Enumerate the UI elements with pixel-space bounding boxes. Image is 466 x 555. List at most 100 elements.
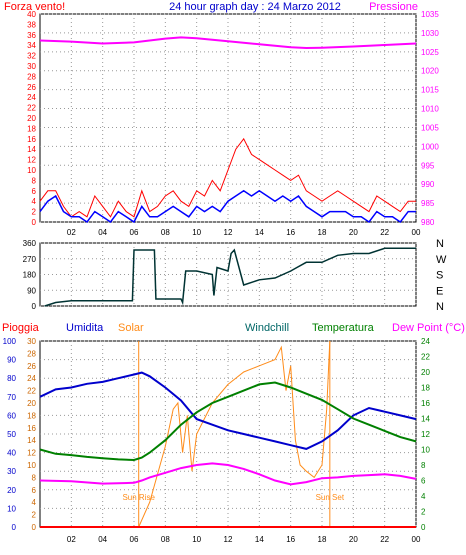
x-tick-label: 04 xyxy=(98,228,107,237)
x-tick-label: 10 xyxy=(192,535,201,544)
right-temp-tick-label: 4 xyxy=(421,492,426,501)
compass-label: N xyxy=(436,301,444,313)
temp-tick-label: 2 xyxy=(32,511,37,520)
right-temp-tick-label: 10 xyxy=(421,446,430,455)
x-tick-label: 12 xyxy=(224,535,233,544)
compass-label: S xyxy=(436,270,443,282)
temp-tick-label: 30 xyxy=(27,337,36,346)
wind-direction-line xyxy=(44,247,416,307)
right-temp-tick-label: 14 xyxy=(421,415,430,424)
right-temp-tick-label: 16 xyxy=(421,399,430,408)
wind-tick-label: 0 xyxy=(32,218,37,227)
wind-grid xyxy=(40,13,417,223)
legend-dewpoint: Dew Point (°C) xyxy=(392,322,465,334)
solar-line xyxy=(138,340,331,528)
temp-tick-label: 24 xyxy=(27,374,36,383)
x-tick-label: 00 xyxy=(412,535,421,544)
humidity-tick-label: 90 xyxy=(7,356,16,365)
wind-tick-label: 34 xyxy=(27,41,36,50)
humidity-tick-label: 100 xyxy=(3,337,17,346)
sun-rise-label: Sun Rise xyxy=(122,493,155,502)
pressure-tick-label: 1035 xyxy=(421,10,439,19)
direction-grid xyxy=(40,242,417,307)
pressure-tick-label: 1005 xyxy=(421,123,439,132)
right-temp-tick-label: 18 xyxy=(421,384,430,393)
pressure-tick-label: 985 xyxy=(421,199,435,208)
temp-tick-label: 26 xyxy=(27,362,36,371)
x-tick-label: 00 xyxy=(412,228,421,237)
temperature-line xyxy=(39,381,417,462)
x-tick-label: 20 xyxy=(349,535,358,544)
temp-tick-label: 16 xyxy=(27,424,36,433)
x-tick-label: 02 xyxy=(67,535,76,544)
x-tick-label: 10 xyxy=(192,228,201,237)
temp-tick-label: 8 xyxy=(32,473,37,482)
direction-tick-label: 360 xyxy=(23,239,37,248)
temp-tick-label: 14 xyxy=(27,436,36,445)
wind-gust-line xyxy=(39,137,416,218)
humidity-tick-label: 40 xyxy=(7,449,16,458)
legend-solar: Solar xyxy=(118,322,144,334)
right-temp-tick-label: 8 xyxy=(421,461,426,470)
wind-tick-label: 24 xyxy=(27,93,36,102)
right-temp-tick-label: 20 xyxy=(421,368,430,377)
pressure-tick-label: 980 xyxy=(421,218,435,227)
humidity-tick-label: 0 xyxy=(12,523,17,532)
pressure-tick-label: 1025 xyxy=(421,48,439,57)
wind-tick-label: 38 xyxy=(27,20,36,29)
legend-windchill: Windchill xyxy=(245,322,289,334)
wind-tick-label: 26 xyxy=(27,83,36,92)
wind-tick-label: 4 xyxy=(32,197,37,206)
x-tick-label: 16 xyxy=(286,535,295,544)
wind-average-line xyxy=(39,189,416,224)
temp-tick-label: 4 xyxy=(32,498,37,507)
temp-tick-label: 22 xyxy=(27,387,36,396)
direction-tick-label: 90 xyxy=(27,286,36,295)
direction-tick-label: 270 xyxy=(23,255,37,264)
pressure-y-ticks: 980 985 990 995 1000 1005 1010 1015 1020 1025 1030… xyxy=(421,10,439,227)
x-tick-label: 18 xyxy=(318,535,327,544)
pressure-axis-title: Pressione xyxy=(369,1,418,13)
legend-temperature: Temperatura xyxy=(312,322,375,334)
right-temp-tick-label: 22 xyxy=(421,353,430,362)
temp-tick-label: 20 xyxy=(27,399,36,408)
wind-tick-label: 28 xyxy=(27,72,36,81)
x-tick-label: 16 xyxy=(286,228,295,237)
humidity-tick-label: 50 xyxy=(7,430,16,439)
wind-tick-label: 32 xyxy=(27,52,36,61)
x-tick-label: 06 xyxy=(130,228,139,237)
wind-tick-label: 6 xyxy=(32,187,37,196)
humidity-tick-label: 70 xyxy=(7,393,16,402)
x-tick-label: 12 xyxy=(224,228,233,237)
wind-tick-label: 12 xyxy=(27,156,36,165)
x-tick-label: 04 xyxy=(98,535,107,544)
pressure-tick-label: 1015 xyxy=(421,86,439,95)
humidity-tick-label: 30 xyxy=(7,467,16,476)
x-tick-label: 08 xyxy=(161,228,170,237)
direction-tick-label: 180 xyxy=(23,271,37,280)
x-tick-label: 22 xyxy=(380,228,389,237)
wind-tick-label: 14 xyxy=(27,145,36,154)
right-temp-tick-label: 12 xyxy=(421,430,430,439)
temp-x-ticks: 02 04 06 08 10 12 14 16 18 20 22 00 xyxy=(67,535,421,544)
temp-tick-label: 0 xyxy=(32,523,37,532)
pressure-tick-label: 1010 xyxy=(421,105,439,114)
temp-tick-label: 18 xyxy=(27,411,36,420)
pressure-line xyxy=(39,36,417,50)
humidity-tick-label: 80 xyxy=(7,374,16,383)
direction-tick-label: 0 xyxy=(32,302,37,311)
wind-tick-label: 30 xyxy=(27,62,36,71)
right-temp-tick-label: 2 xyxy=(421,508,426,517)
wind-tick-label: 22 xyxy=(27,104,36,113)
humidity-tick-label: 10 xyxy=(7,504,16,513)
dewpoint-line xyxy=(39,462,417,486)
sun-set-label: Sun Set xyxy=(316,493,345,502)
x-tick-label: 06 xyxy=(130,535,139,544)
compass-label: N xyxy=(436,238,444,250)
pressure-tick-label: 1030 xyxy=(421,29,439,38)
